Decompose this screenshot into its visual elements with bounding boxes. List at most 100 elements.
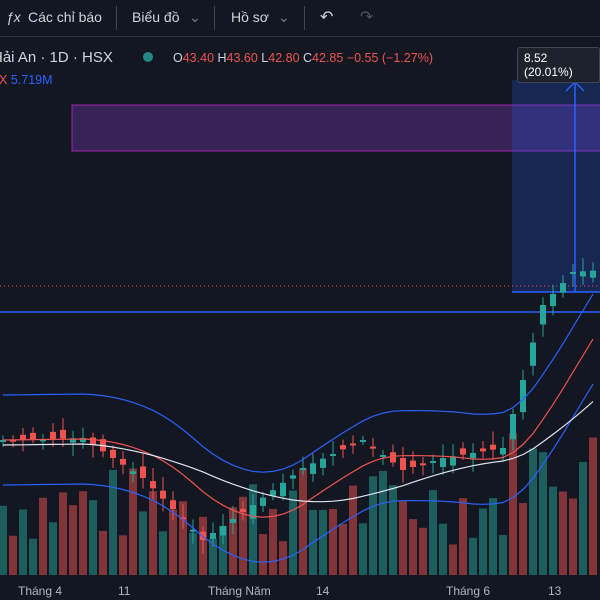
candle xyxy=(30,432,36,440)
volume-bar xyxy=(39,497,47,575)
candle xyxy=(230,519,236,523)
volume-bar xyxy=(399,500,407,575)
candle xyxy=(270,490,276,496)
chevron: ⌄ xyxy=(278,9,290,25)
candle xyxy=(180,517,186,520)
volume-bar xyxy=(209,538,217,575)
candle xyxy=(80,438,86,443)
symbol-title: Hải An · 1D · HSX xyxy=(0,49,113,66)
volume-bar xyxy=(69,505,77,575)
change: −0.55 (−1.27%) xyxy=(346,51,433,65)
indicators-button[interactable]: Các chỉ báo xyxy=(28,9,102,25)
divider xyxy=(304,6,305,30)
band-upper xyxy=(2,293,594,473)
undo-button[interactable]: ↶ xyxy=(320,9,334,26)
candle xyxy=(20,434,26,440)
volume-legend: X 5.719M xyxy=(0,73,53,87)
volume-bar xyxy=(29,538,37,575)
volume-bar xyxy=(239,496,247,575)
volume-bar xyxy=(579,462,587,575)
volume-bar xyxy=(539,452,547,575)
candle xyxy=(420,463,426,466)
profile-button[interactable]: Hồ sơ xyxy=(231,9,269,25)
volume-bar xyxy=(509,433,517,575)
candle xyxy=(430,461,436,463)
volume-bar xyxy=(99,530,107,575)
candle xyxy=(320,458,326,468)
volume-bar xyxy=(289,490,297,575)
candle xyxy=(310,463,316,474)
h-value: 43.60 xyxy=(226,51,258,65)
candle xyxy=(370,446,376,449)
ohlc: O43.40 H43.60 L42.80 C42.85 −0.55 (−1.27… xyxy=(173,51,433,65)
volume-bar xyxy=(129,468,137,575)
band-lower xyxy=(2,383,594,563)
volume-bar xyxy=(589,437,597,575)
volume-bar xyxy=(419,527,427,575)
volume-bar xyxy=(19,509,27,575)
candle xyxy=(350,443,356,446)
candle xyxy=(440,458,446,468)
candle xyxy=(570,272,576,274)
vol-label: X xyxy=(0,73,8,87)
candle xyxy=(260,497,266,506)
volume-bar xyxy=(339,523,347,575)
volume-bar xyxy=(299,468,307,575)
volume-bar xyxy=(529,448,537,575)
chevron: ⌄ xyxy=(189,9,201,25)
candle xyxy=(90,437,96,445)
candle xyxy=(340,445,346,450)
volume-bar xyxy=(139,511,147,575)
candle xyxy=(360,440,366,442)
volume-bar xyxy=(169,509,177,575)
candle xyxy=(200,531,206,540)
ma-slow xyxy=(2,401,594,503)
volume-bar xyxy=(379,470,387,575)
candle xyxy=(480,448,486,452)
x-tick-label: Tháng 4 xyxy=(18,584,63,598)
divider xyxy=(116,6,117,30)
volume-bar xyxy=(389,485,397,575)
vol-value: 5.719M xyxy=(10,73,53,87)
measure-box xyxy=(512,80,600,292)
volume-bar xyxy=(79,491,87,575)
o-label: O xyxy=(173,51,183,65)
x-tick-label: 11 xyxy=(118,584,131,598)
candle xyxy=(130,471,136,474)
status-dot xyxy=(143,52,153,62)
volume-bar xyxy=(179,501,187,575)
candle xyxy=(490,444,496,450)
h-label: H xyxy=(217,51,227,65)
candle xyxy=(210,533,216,539)
volume-bar xyxy=(159,531,167,575)
volume-bar xyxy=(429,490,437,575)
candle xyxy=(330,454,336,456)
range-box xyxy=(71,104,600,152)
measure-label: 8.52 (20.01%) xyxy=(517,47,600,83)
divider xyxy=(214,6,215,30)
candle xyxy=(470,453,476,459)
chart-button[interactable]: Biểu đồ xyxy=(132,9,180,25)
volume-bar xyxy=(9,535,17,575)
candle xyxy=(500,448,506,455)
candle xyxy=(240,508,246,512)
volume-bar xyxy=(499,534,507,575)
volume-bar xyxy=(0,505,7,575)
candle xyxy=(460,448,466,455)
volume-bar xyxy=(559,491,567,575)
x-tick-label: 13 xyxy=(548,584,562,598)
fx-icon[interactable]: ƒx xyxy=(6,9,21,25)
volume-bar xyxy=(329,508,337,575)
volume-bar xyxy=(109,469,117,575)
volume-bar xyxy=(369,476,377,575)
volume-bar xyxy=(459,498,467,575)
candle xyxy=(560,283,566,293)
candle xyxy=(380,455,386,457)
volume-bar xyxy=(89,500,97,575)
ma-mid xyxy=(2,338,594,518)
redo-button[interactable]: ↷ xyxy=(360,9,374,26)
candle xyxy=(110,449,116,458)
volume-bar xyxy=(119,535,127,575)
volume-bar xyxy=(569,498,577,575)
